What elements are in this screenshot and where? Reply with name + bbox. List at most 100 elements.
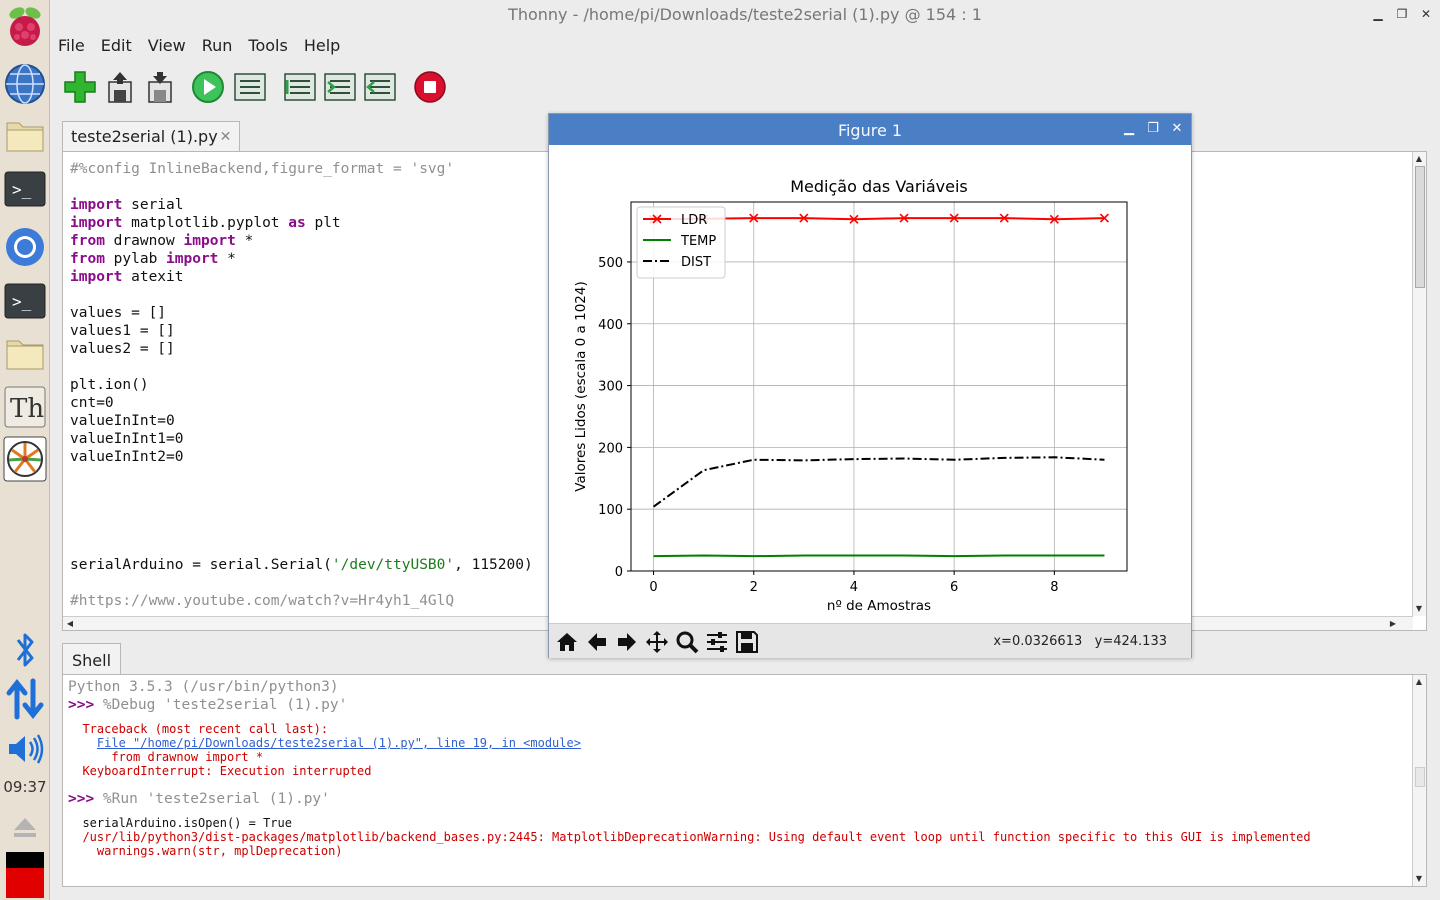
web-browser-icon[interactable]	[2, 59, 48, 109]
folder-icon[interactable]	[2, 328, 48, 378]
x-tick-label: 2	[750, 580, 758, 595]
save-icon[interactable]	[733, 628, 761, 656]
code-token: *	[218, 251, 236, 267]
mathematica-icon[interactable]	[2, 434, 48, 484]
close-icon[interactable]: ✕	[1171, 121, 1183, 136]
code-token: drawnow	[104, 233, 184, 249]
code-token: import	[183, 233, 236, 249]
tab-close-icon[interactable]: ✕	[219, 128, 232, 145]
network-icon[interactable]	[2, 674, 48, 724]
tab-shell[interactable]: Shell	[62, 643, 122, 675]
shell-text: Traceback (most recent call last):	[68, 722, 329, 736]
file-manager-icon[interactable]	[2, 110, 48, 160]
tab-editor-file[interactable]: teste2serial (1).py ✕	[62, 121, 241, 151]
scroll-down-icon[interactable]: ▼	[1415, 604, 1423, 613]
shell-vertical-scrollbar[interactable]: ▲ ▼	[1412, 675, 1426, 886]
stop-icon[interactable]	[412, 68, 448, 106]
code-token: plt.ion()	[70, 377, 149, 393]
figure-canvas[interactable]: 0 2 4 6 8 0 100 200 300 400 500 Medição das Variáve…	[549, 145, 1191, 623]
cpu-monitor[interactable]	[6, 852, 44, 898]
code-text[interactable]: #%config InlineBackend,figure_format = '…	[70, 160, 533, 610]
code-token: *	[235, 233, 254, 249]
legend-label: TEMP	[680, 234, 716, 249]
home-icon[interactable]	[553, 628, 581, 656]
menubar: File Edit View Run Tools Help	[50, 32, 348, 58]
code-line: valueInInt2=0	[70, 448, 533, 466]
zoom-icon[interactable]	[673, 628, 701, 656]
code-line: values1 = []	[70, 322, 533, 340]
shell-scroll-grip[interactable]	[1415, 767, 1425, 787]
scroll-up-icon[interactable]: ▲	[1415, 677, 1423, 686]
save-file-icon[interactable]	[142, 68, 178, 106]
legend-marker	[652, 214, 662, 224]
maximize-icon[interactable]: ❐	[1396, 7, 1408, 21]
step-into-icon[interactable]	[322, 68, 358, 106]
figure-titlebar[interactable]: Figure 1 ▁ ❐ ✕	[549, 114, 1191, 145]
chromium-icon[interactable]	[2, 222, 48, 272]
shell-line: serialArduino.isOpen() = True	[68, 816, 292, 830]
code-token: values1 = []	[70, 323, 175, 339]
code-line: valueInInt=0	[70, 412, 533, 430]
series-line-temp	[653, 554, 1105, 558]
code-token: as	[288, 215, 306, 231]
x-axis-label: nº de Amostras	[827, 598, 931, 614]
scroll-right-icon[interactable]: ▶	[1389, 619, 1397, 628]
terminal-icon[interactable]: >_	[2, 276, 48, 326]
menu-view[interactable]: View	[147, 36, 186, 55]
code-token: cnt=0	[70, 395, 114, 411]
code-line	[70, 178, 533, 196]
new-file-icon[interactable]	[62, 68, 98, 106]
code-line: plt.ion()	[70, 376, 533, 394]
code-line	[70, 502, 533, 520]
scroll-down-icon[interactable]: ▼	[1415, 874, 1423, 883]
menu-file[interactable]: File	[58, 36, 85, 55]
editor-scroll-thumb[interactable]	[1415, 166, 1425, 288]
step-out-icon[interactable]	[362, 68, 398, 106]
y-tick-label: 0	[615, 565, 623, 580]
close-icon[interactable]: ✕	[1420, 7, 1432, 21]
y-axis-label: Valores Lidos (escala 0 a 1024)	[573, 281, 589, 491]
data-point-ldr	[849, 214, 859, 224]
menu-edit[interactable]: Edit	[100, 36, 132, 55]
volume-icon[interactable]	[2, 724, 48, 774]
traceback-link[interactable]: File "/home/pi/Downloads/teste2serial (1…	[96, 736, 581, 750]
shell-line: Traceback (most recent call last):	[68, 722, 328, 736]
clock[interactable]: 09:37	[3, 778, 47, 796]
eject-icon[interactable]	[2, 802, 48, 852]
shell-panel[interactable]: Python 3.5.3 (/usr/bin/python3) >>> %Debu…	[62, 674, 1427, 887]
pan-icon[interactable]	[643, 628, 671, 656]
configure-icon[interactable]	[703, 628, 731, 656]
step-over-icon[interactable]	[282, 68, 318, 106]
code-line: #https://www.youtube.com/watch?v=Hr4yh1_…	[70, 592, 533, 610]
debug-icon[interactable]	[232, 68, 268, 106]
scroll-left-icon[interactable]: ◀	[66, 619, 74, 628]
code-line: valueInInt1=0	[70, 430, 533, 448]
raspberry-menu-icon[interactable]	[2, 3, 48, 53]
legend-box	[636, 206, 726, 279]
code-token: matplotlib.pyplot	[122, 215, 289, 231]
shell-line: warnings.warn(str, mplDeprecation)	[68, 844, 343, 858]
maximize-icon[interactable]: ❐	[1147, 121, 1159, 136]
menu-tools[interactable]: Tools	[248, 36, 288, 55]
minimize-icon[interactable]: ▁	[1124, 121, 1134, 136]
forward-icon[interactable]	[613, 628, 641, 656]
terminal-icon[interactable]: >_	[2, 164, 48, 214]
shell-text	[68, 736, 97, 750]
editor-vertical-scrollbar[interactable]: ▲ ▼	[1412, 152, 1426, 616]
line-chart: 0 2 4 6 8 0 100 200 300 400 500 Medição das Variáve…	[573, 177, 1128, 614]
shell-text: from drawnow import *	[68, 750, 264, 764]
back-icon[interactable]	[583, 628, 611, 656]
bluetooth-icon[interactable]	[2, 625, 48, 675]
menu-run[interactable]: Run	[201, 36, 233, 55]
run-icon[interactable]	[190, 68, 226, 106]
svg-text:>_: >_	[12, 292, 32, 311]
minimize-icon[interactable]: ▁	[1373, 7, 1383, 21]
thonny-icon[interactable]: Th	[2, 382, 48, 432]
data-point-ldr	[949, 213, 959, 223]
open-file-icon[interactable]	[102, 68, 138, 106]
scroll-up-icon[interactable]: ▲	[1415, 154, 1423, 163]
menu-help[interactable]: Help	[303, 36, 341, 55]
launcher-panel: >_ >_ Th	[0, 0, 50, 900]
code-token: valueInInt2=0	[70, 449, 184, 465]
